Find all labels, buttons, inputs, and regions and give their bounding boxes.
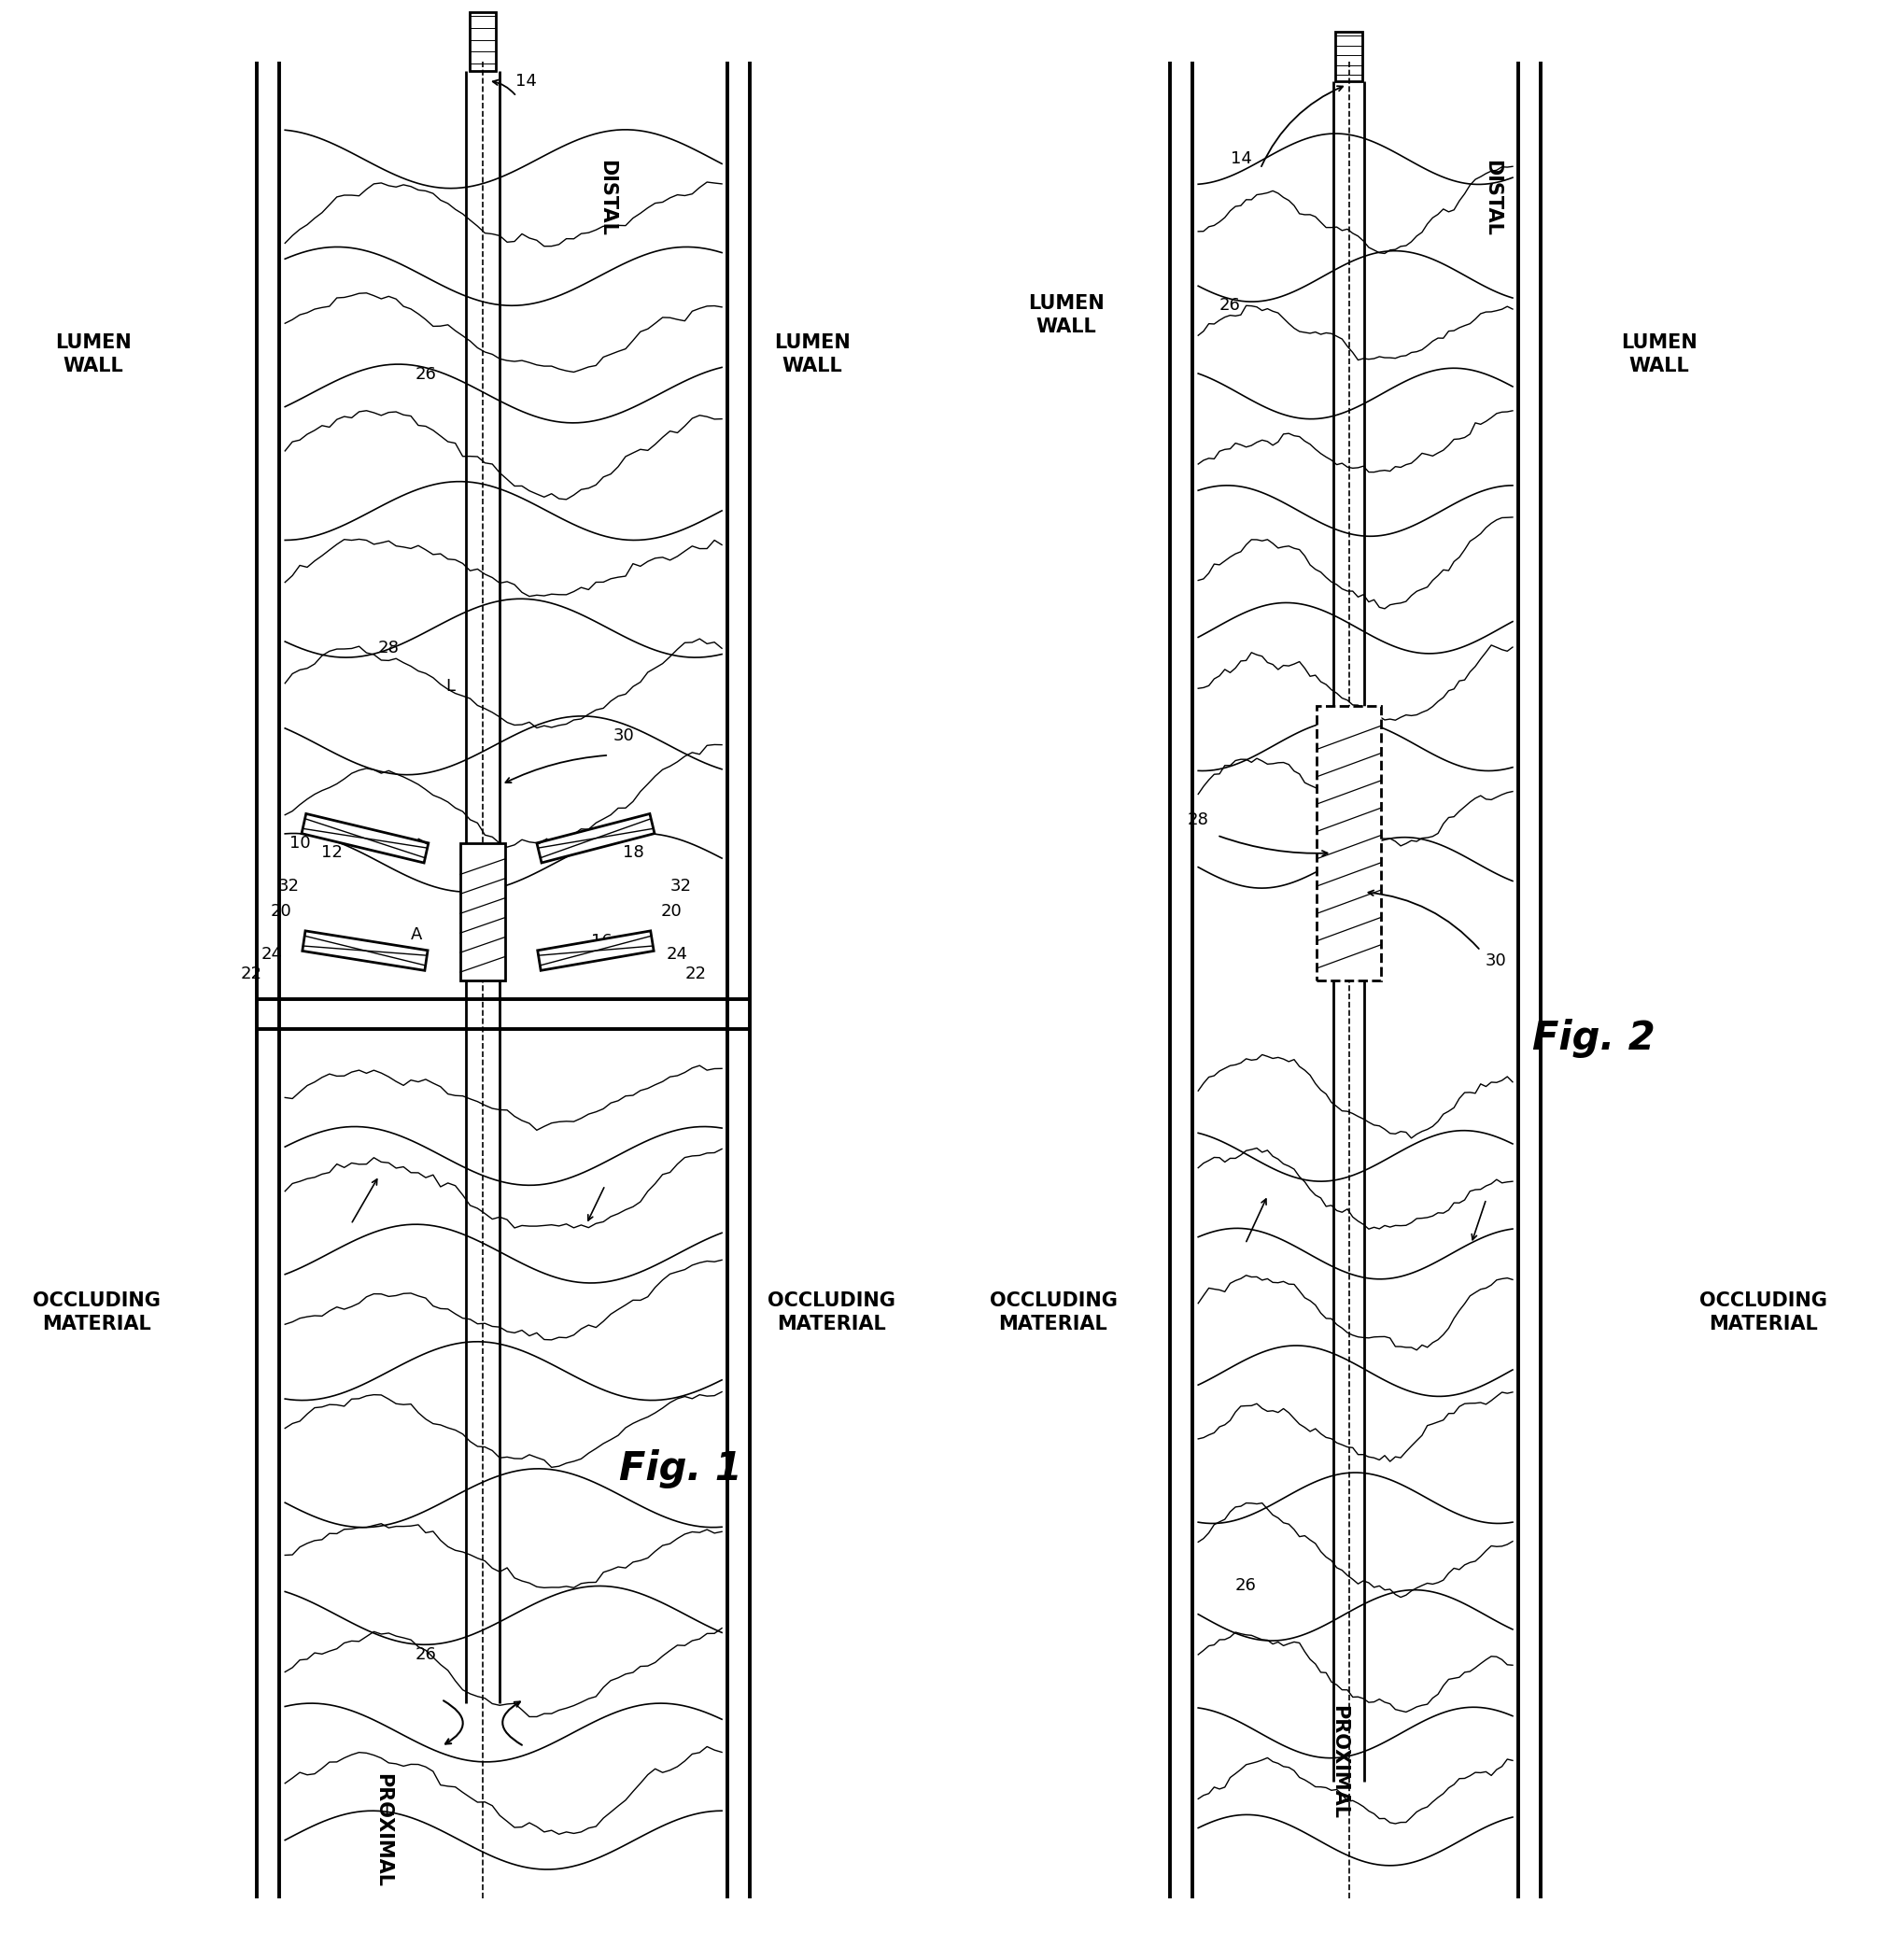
Text: 22: 22: [685, 966, 706, 982]
Text: LUMEN
WALL: LUMEN WALL: [1622, 333, 1697, 376]
Bar: [1316, 706, 1380, 980]
Text: LUMEN
WALL: LUMEN WALL: [1029, 294, 1104, 337]
Text: 18: 18: [623, 845, 644, 860]
Text: 16: 16: [591, 933, 612, 949]
Polygon shape: [536, 813, 655, 862]
Bar: [1335, 31, 1361, 80]
Text: 28: 28: [378, 639, 398, 657]
Text: LUMEN
WALL: LUMEN WALL: [55, 333, 130, 376]
Text: 30: 30: [1486, 953, 1507, 968]
Text: PROXIMAL: PROXIMAL: [374, 1774, 393, 1887]
Text: PROXIMAL: PROXIMAL: [1329, 1705, 1348, 1819]
Polygon shape: [538, 931, 653, 970]
Polygon shape: [302, 931, 429, 970]
Text: 24: 24: [666, 947, 687, 962]
Text: 32: 32: [670, 878, 691, 894]
Text: OCCLUDING
MATERIAL: OCCLUDING MATERIAL: [989, 1292, 1118, 1333]
Text: A: A: [412, 927, 423, 943]
Text: L: L: [383, 1803, 393, 1819]
Text: 26: 26: [1235, 1578, 1256, 1593]
Text: 20: 20: [661, 904, 682, 919]
Bar: [470, 12, 497, 71]
Text: 12: 12: [321, 845, 344, 860]
Text: OCCLUDING
MATERIAL: OCCLUDING MATERIAL: [767, 1292, 895, 1333]
Text: LUMEN
WALL: LUMEN WALL: [774, 333, 850, 376]
Text: L: L: [446, 678, 455, 696]
Text: Fig. 2: Fig. 2: [1531, 1019, 1656, 1058]
Text: DISTAL: DISTAL: [598, 161, 615, 237]
Polygon shape: [302, 813, 429, 862]
Text: DISTAL: DISTAL: [1482, 161, 1501, 237]
Text: Fig. 1: Fig. 1: [619, 1448, 742, 1488]
Text: 26: 26: [415, 1646, 436, 1662]
Text: 24: 24: [261, 947, 283, 962]
Bar: [461, 843, 506, 980]
Text: 32: 32: [278, 878, 300, 894]
Text: 20: 20: [270, 904, 293, 919]
Text: OCCLUDING
MATERIAL: OCCLUDING MATERIAL: [1699, 1292, 1828, 1333]
Text: 22: 22: [240, 966, 262, 982]
Text: 26: 26: [1220, 298, 1240, 314]
Text: 26: 26: [415, 367, 436, 382]
Text: 30: 30: [614, 727, 634, 745]
Text: OCCLUDING
MATERIAL: OCCLUDING MATERIAL: [32, 1292, 160, 1333]
Text: 14: 14: [1231, 151, 1252, 167]
Text: 28: 28: [1188, 811, 1208, 829]
Text: 10: 10: [289, 835, 312, 851]
Text: 14: 14: [515, 73, 536, 90]
